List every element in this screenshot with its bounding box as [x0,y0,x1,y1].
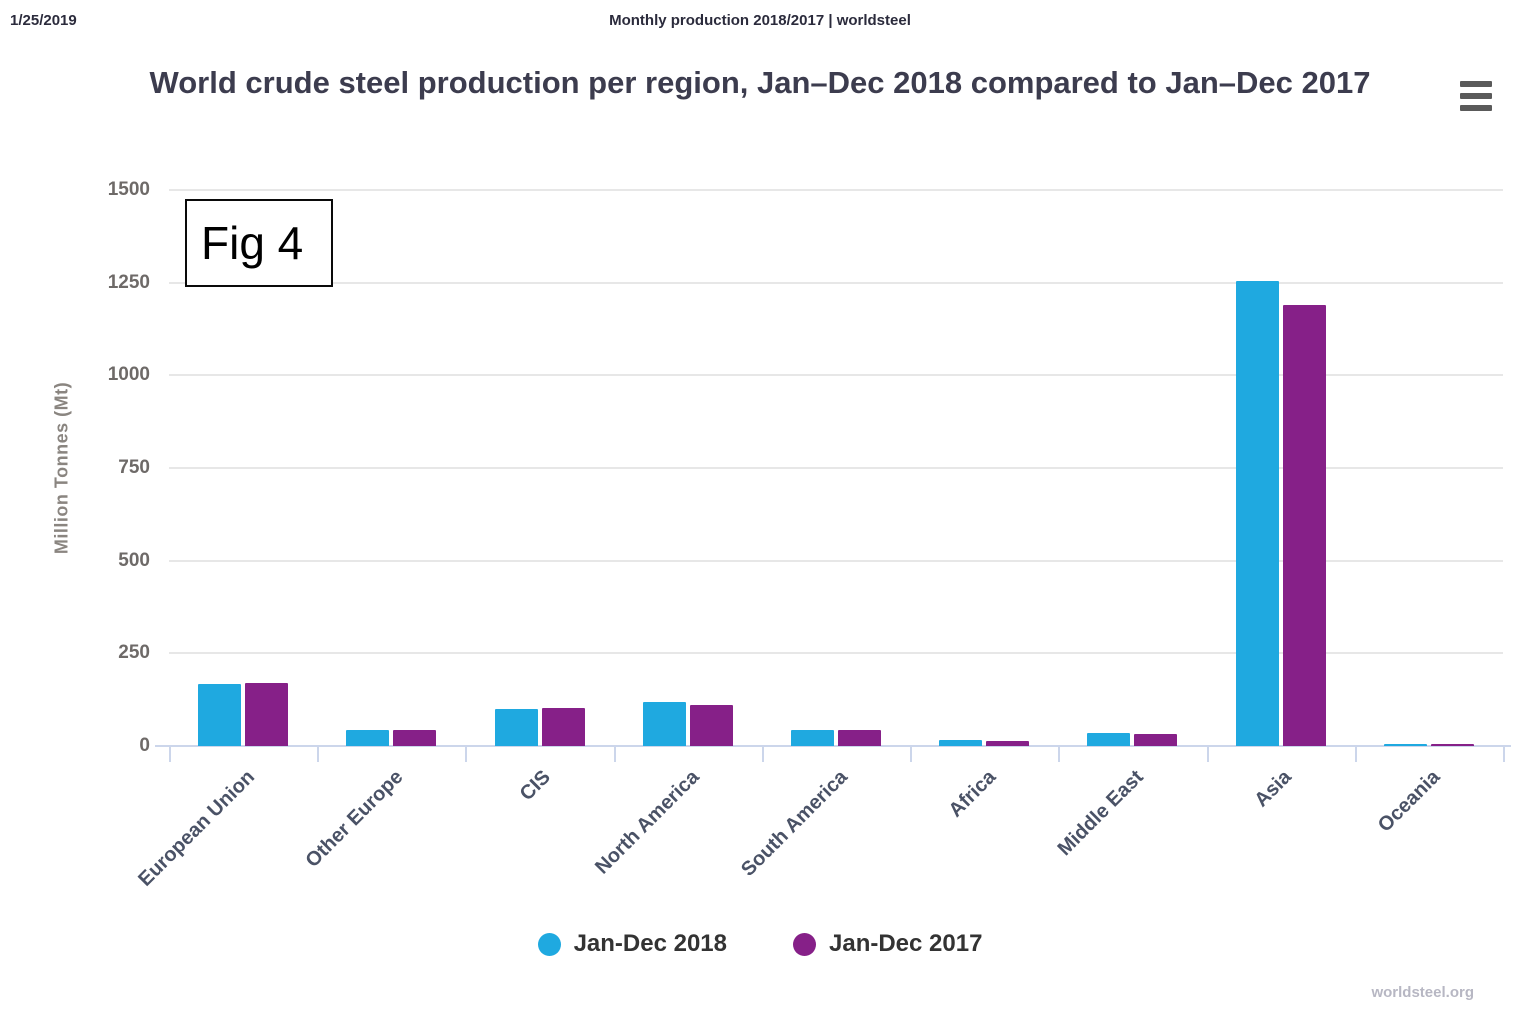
x-axis-label-other-europe: Other Europe [300,766,407,872]
x-axis-label-asia: Asia [1250,766,1297,812]
bar-group-south-america [762,190,910,746]
hamburger-icon [1460,81,1492,87]
legend-item-2017[interactable]: Jan-Dec 2017 [793,930,982,958]
legend-swatch [537,932,561,956]
gridline-750 [169,467,1503,469]
bar-group-other-europe [317,190,465,746]
x-axis-line [155,745,1511,747]
y-tick-label-750: 750 [118,457,150,478]
print-date: 1/25/2019 [10,12,77,29]
bar-european-union-jan-dec-2017[interactable] [245,683,289,746]
y-tick-label-1000: 1000 [107,364,150,386]
bar-north-america-jan-dec-2017[interactable] [689,704,733,746]
x-tick-mark [465,746,468,762]
x-tick-mark [1058,746,1061,762]
bar-middle-east-jan-dec-2018[interactable] [1087,733,1131,746]
bar-group-cis [465,190,613,746]
chart-title: World crude steel production per region,… [149,65,1371,100]
bar-group-asia [1207,190,1355,746]
chart-context-menu-button[interactable] [1460,80,1494,112]
hamburger-icon [1460,93,1492,99]
gridline-500 [169,559,1503,562]
bar-group-africa [910,190,1058,746]
bar-other-europe-jan-dec-2018[interactable] [346,730,390,746]
bar-africa-jan-dec-2017[interactable] [986,740,1030,746]
figure-label: Fig 4 [185,199,333,287]
y-tick-label-1500: 1500 [107,179,150,200]
x-axis-label-oceania: Oceania [1373,766,1445,837]
x-tick-mark [317,746,320,762]
bar-group-oceania [1355,190,1503,746]
bar-oceania-jan-dec-2018[interactable] [1383,743,1427,746]
legend-item-2018[interactable]: Jan-Dec 2018 [537,930,727,958]
bar-asia-jan-dec-2018[interactable] [1235,280,1279,746]
bar-other-europe-jan-dec-2017[interactable] [393,730,437,746]
bar-north-america-jan-dec-2018[interactable] [642,701,686,746]
y-tick-label-1250: 1250 [107,271,150,293]
watermark: worldsteel.org [1371,984,1474,1001]
legend-label: Jan-Dec 2017 [829,930,983,957]
x-axis-label-south-america: South America [736,766,852,881]
bar-south-america-jan-dec-2018[interactable] [790,729,834,746]
x-axis-label-cis: CIS [515,766,556,806]
bar-oceania-jan-dec-2017[interactable] [1430,743,1474,746]
x-tick-mark [910,746,913,762]
bar-south-america-jan-dec-2017[interactable] [837,729,881,746]
x-tick-mark [1206,746,1209,762]
x-tick-mark [613,746,616,762]
hamburger-icon [1460,105,1492,111]
bar-group-north-america [614,190,762,746]
x-tick-mark [169,746,171,762]
y-tick-label-250: 250 [118,642,150,664]
x-tick-mark [1503,746,1505,762]
bar-africa-jan-dec-2018[interactable] [939,740,983,746]
plot-area [155,189,1511,762]
x-axis-labels: European Union Other Europe CIS North Ameri… [134,752,1503,912]
bar-european-union-jan-dec-2018[interactable] [198,683,242,746]
legend-swatch [793,932,816,956]
x-tick-mark [761,746,764,762]
x-axis-label-european-union: European Union [133,766,259,891]
y-tick-label-0: 0 [139,735,150,756]
x-tick-mark [1354,746,1357,762]
y-tick-label-500: 500 [118,549,150,571]
gridline-250 [169,652,1503,655]
y-axis-labels: 0 250 500 750 1000 1250 1500 [0,179,150,756]
gridline-1500 [169,189,1503,191]
bar-group-middle-east [1058,190,1206,746]
bar-middle-east-jan-dec-2017[interactable] [1134,733,1178,746]
bar-cis-jan-dec-2017[interactable] [541,708,585,746]
x-axis-label-middle-east: Middle East [1053,766,1149,861]
x-axis-label-africa: Africa [944,766,1000,822]
gridline-1250 [169,281,1503,284]
gridline-1000 [169,374,1503,377]
bar-cis-jan-dec-2018[interactable] [494,708,538,746]
legend: Jan-Dec 2018 Jan-Dec 2017 [0,930,1520,958]
legend-label: Jan-Dec 2018 [573,930,727,957]
x-axis-label-north-america: North America [590,766,704,879]
document-header-title: Monthly production 2018/2017 | worldstee… [609,12,911,29]
bar-group-european-union [169,190,317,746]
bar-asia-jan-dec-2017[interactable] [1282,304,1326,746]
